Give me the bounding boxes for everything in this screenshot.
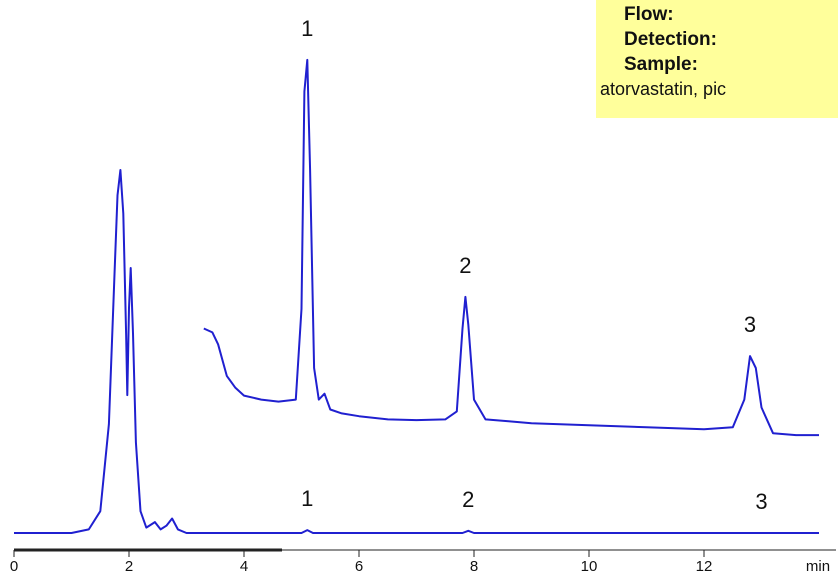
peak-label-lower: 3	[755, 489, 767, 514]
traces	[14, 58, 819, 534]
peak-label-upper: 2	[459, 253, 471, 278]
conditions-box: Flow: Detection: Sample: atorvastatin, p…	[596, 0, 838, 118]
detection-label: Detection:	[624, 29, 717, 50]
peak-label-lower: 2	[462, 487, 474, 512]
peak-label-lower: 1	[301, 486, 313, 511]
sample-label: Sample:	[624, 54, 698, 75]
series-line-upper	[203, 58, 819, 437]
x-axis-unit-label: min	[806, 558, 830, 575]
x-tick-label: 6	[355, 558, 363, 575]
x-tick-label: 8	[470, 558, 478, 575]
x-tick-label: 2	[125, 558, 133, 575]
x-tick-label: 12	[696, 558, 713, 575]
peak-labels: 1 2 3 1 2 3	[301, 16, 768, 514]
x-tick-label: 0	[10, 558, 18, 575]
x-tick-label: 10	[581, 558, 598, 575]
peak-label-upper: 3	[744, 312, 756, 337]
series-line-lower	[14, 169, 819, 534]
x-axis: 0 2 4 6 8 10 12 min	[10, 548, 836, 575]
sample-text: atorvastatin, pic	[600, 79, 727, 99]
peak-label-upper: 1	[301, 16, 313, 41]
flow-label: Flow:	[624, 4, 674, 25]
x-tick-label: 4	[240, 558, 248, 575]
